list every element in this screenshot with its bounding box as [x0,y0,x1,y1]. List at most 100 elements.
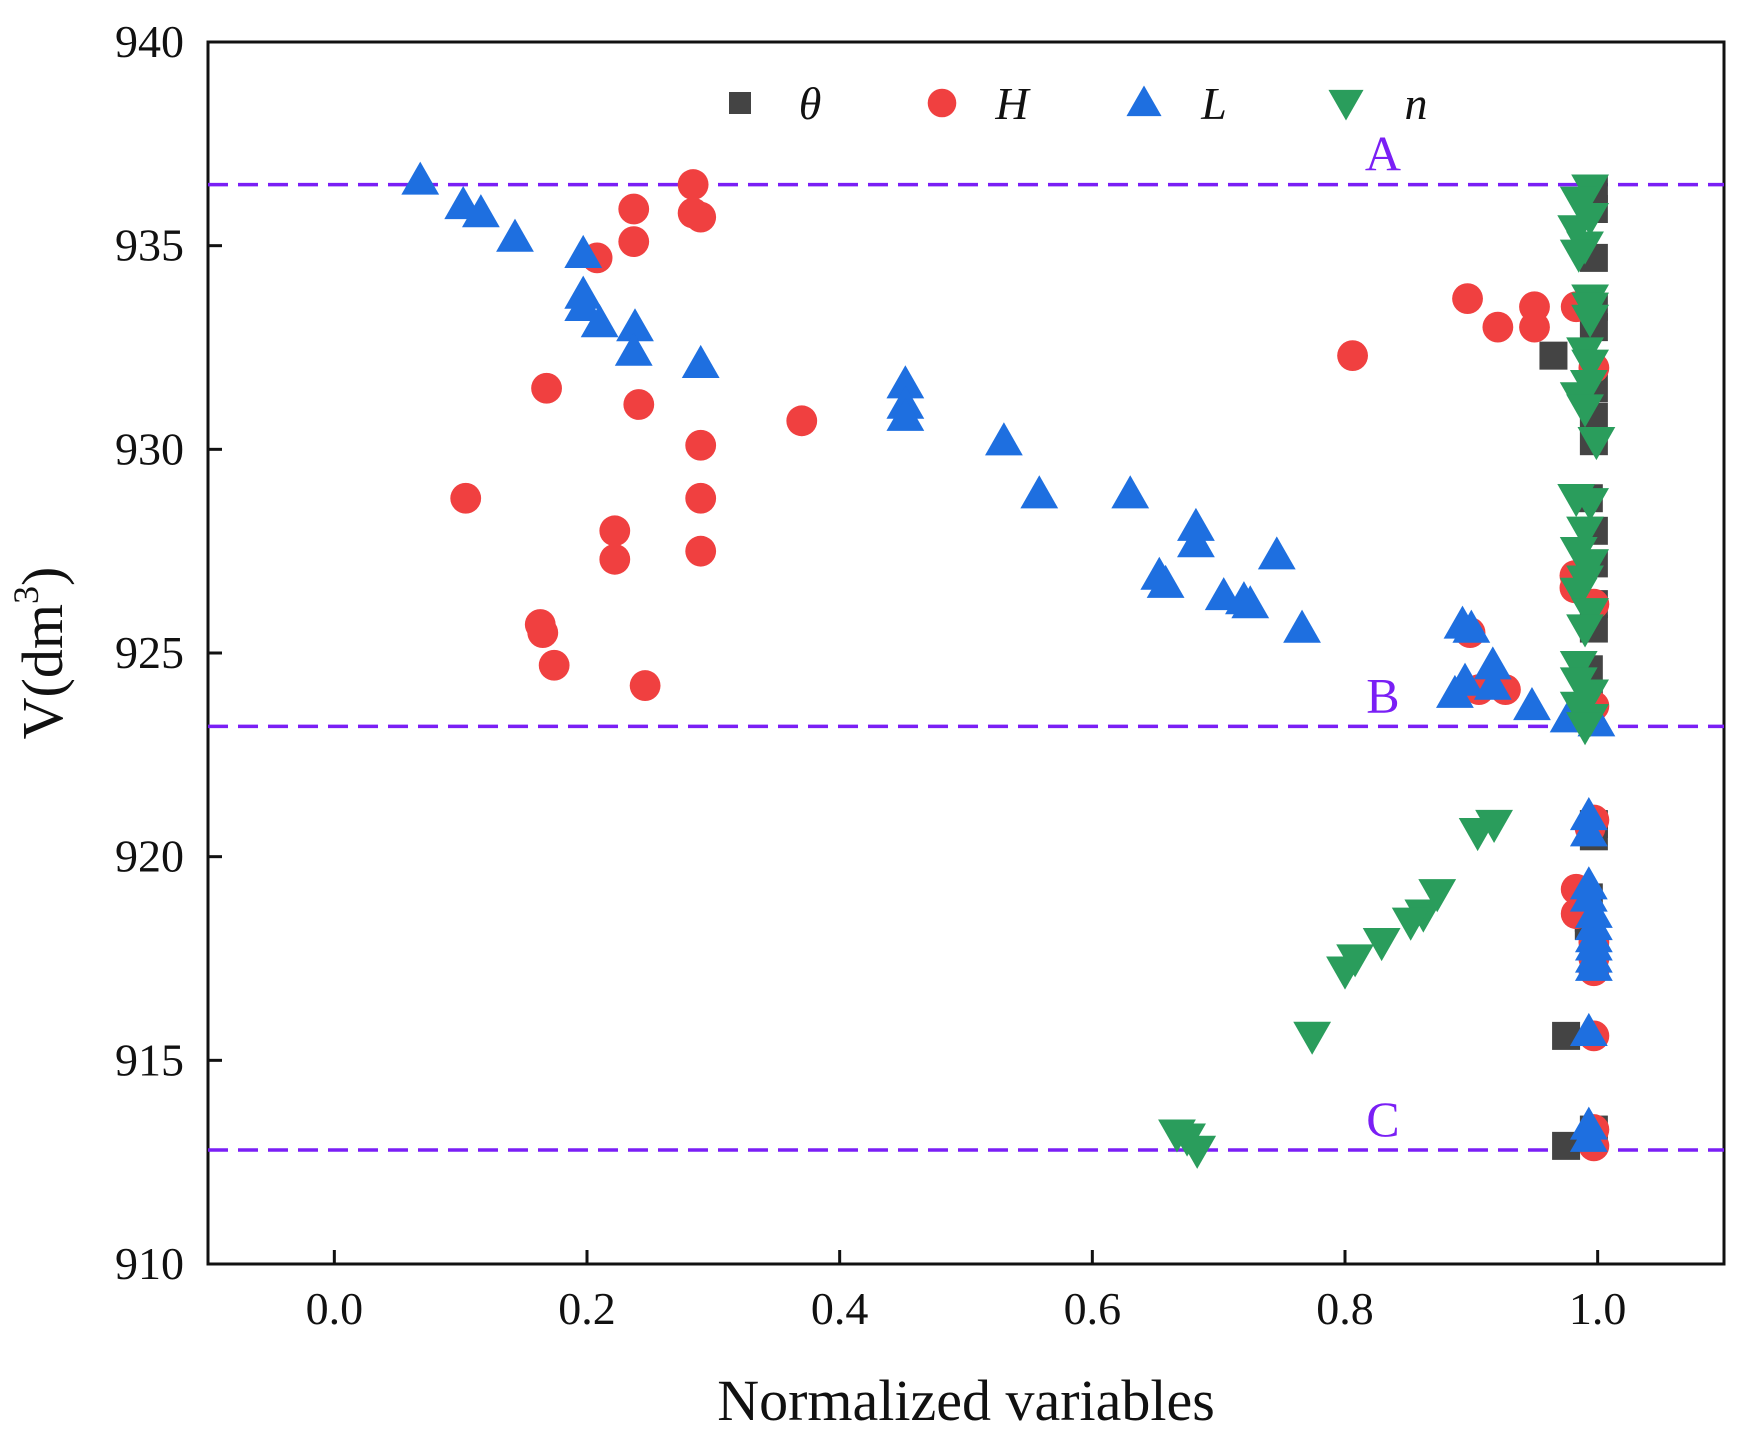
data-point [1571,488,1609,522]
legend-marker [927,88,957,118]
data-point [1519,311,1550,343]
x-tick-label: 0.0 [306,1283,364,1334]
data-point [1231,585,1270,619]
data-point [450,482,482,514]
y-tick-label: 925 [115,627,184,678]
x-axis-title: Normalized variables [717,1368,1215,1433]
data-point [1566,712,1604,746]
data-point [1293,1021,1332,1055]
data-point [1577,427,1616,461]
data-point [685,535,717,567]
y-tick-label: 930 [115,423,184,474]
y-tick-label: 940 [115,16,184,67]
reference-lines: A B C [208,126,1724,1152]
data-point [1566,614,1604,648]
data-point [886,365,925,399]
x-tick-label: 0.2 [558,1283,616,1334]
x-tick-label: 0.6 [1064,1283,1122,1334]
data-point [685,429,717,461]
data-point [681,344,720,378]
y-tick-label: 935 [115,220,184,271]
data-point [1418,879,1457,913]
data-point [1020,475,1059,509]
data-point [531,372,562,404]
data-point [1257,536,1296,570]
data-point [1571,304,1609,338]
legend-label: H [994,78,1031,129]
legend-marker [729,92,751,114]
data-point [677,169,709,200]
data-point [564,234,603,268]
data-point [985,422,1023,456]
data-point [1571,349,1609,383]
data-point [618,226,650,257]
data-point [1569,813,1608,847]
data-point [1326,956,1364,990]
data-point [1513,687,1551,721]
data-point [685,482,717,514]
data-point [618,193,650,225]
data-point [1473,646,1512,680]
data-point [401,161,440,195]
data-point [599,543,631,575]
reference-label-b: B [1366,667,1399,723]
data-point [1178,1135,1217,1169]
data-point [1146,564,1185,598]
data-point [1566,516,1604,550]
y-tick-label: 915 [115,1034,184,1085]
x-tick-label: 0.8 [1316,1283,1374,1334]
data-point [461,194,500,228]
data-point [564,287,603,321]
y-tick-label: 920 [115,831,184,882]
data-point [629,670,661,701]
data-point [1566,394,1604,428]
data-point [886,397,925,431]
legend-marker [1126,85,1162,117]
data-point [616,308,654,342]
legend-label: θ [799,78,822,129]
data-point [614,332,653,366]
data-point [1569,1118,1608,1152]
series-2 [450,169,1610,1162]
data-point [1574,947,1613,981]
data-point [1452,609,1491,643]
y-axis-title-sup: 3 [6,586,46,604]
data-point [685,201,717,233]
series-3 [401,161,1616,1152]
data-point [1475,809,1513,843]
y-axis-title-main: V(dm [10,604,75,739]
data-point [527,617,559,649]
legend-label: L [1200,78,1227,129]
data-point [623,389,655,420]
data-point [1473,666,1512,700]
data-point [1177,524,1215,558]
data-point [599,515,631,547]
data-point [1482,311,1514,343]
reference-label-a: A [1365,126,1401,182]
y-axis-title: V(dm3) [6,567,75,740]
series-4 [1158,174,1616,1169]
data-point [1452,283,1483,315]
data-point [580,304,619,338]
x-tick-label: 0.4 [811,1283,869,1334]
data-point [1111,475,1150,509]
data-point [1436,674,1474,708]
data-point [1539,341,1568,370]
data-point [496,218,534,252]
data-point [1569,1012,1608,1046]
reference-label-c: C [1366,1091,1399,1147]
legend-marker [1328,89,1364,121]
data-series [401,161,1616,1169]
data-point [1559,239,1598,273]
data-point [1337,340,1368,372]
data-point [786,405,818,437]
data-point [1559,577,1598,611]
data-point [538,649,570,681]
data-point [1391,907,1430,941]
y-axis-title-close: ) [10,567,75,586]
legend-label: n [1405,78,1428,129]
x-tick-label: 1.0 [1569,1283,1627,1334]
y-tick-label: 910 [115,1238,184,1289]
